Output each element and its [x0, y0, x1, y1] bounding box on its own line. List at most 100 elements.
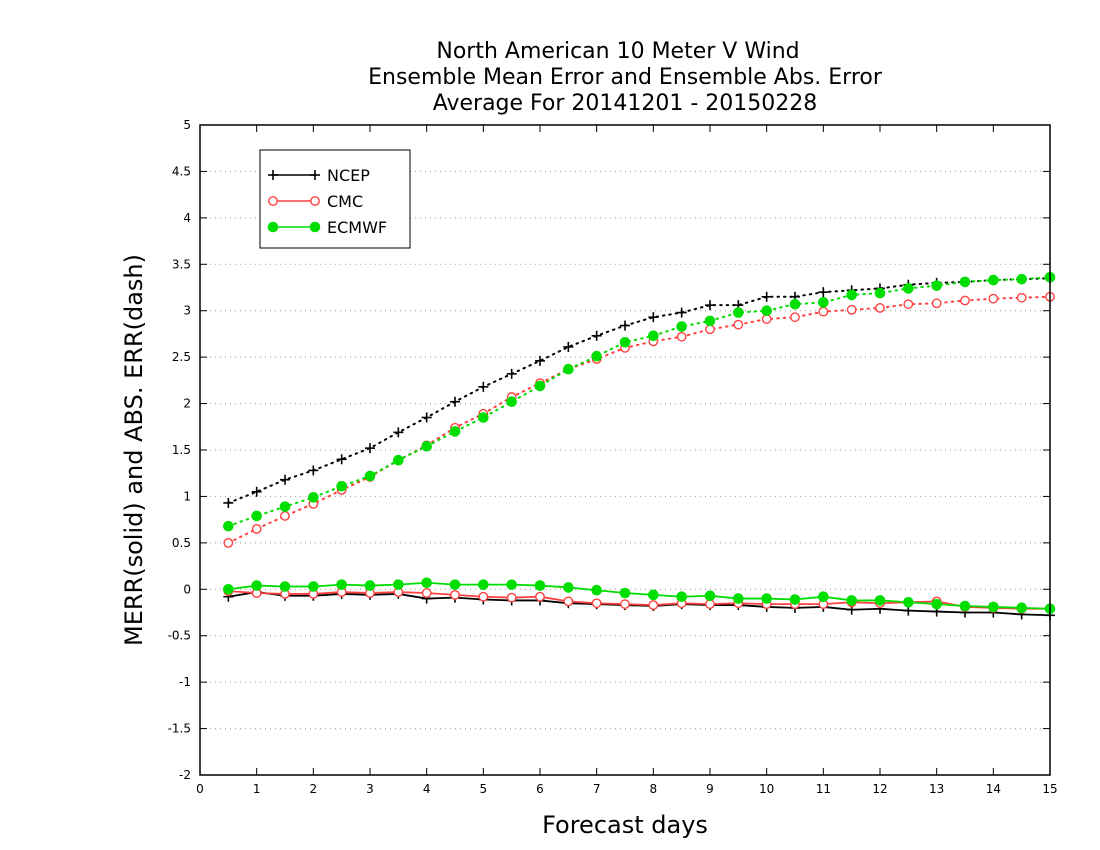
series-cmc-merr-point	[450, 589, 460, 600]
series-ecmwf-abs-err-point	[903, 283, 914, 294]
series-ecmwf-merr-point	[761, 593, 772, 604]
y-tick-label: -0.5	[168, 629, 191, 643]
series-ncep-abs-err-point	[648, 312, 659, 323]
series-ncep-abs-err-point	[478, 381, 489, 392]
series-cmc-abs-err-point	[875, 303, 885, 313]
series-ncep-abs-err-point	[563, 341, 574, 352]
series-cmc-merr-point	[648, 600, 659, 610]
series-ecmwf-abs-err-point	[1016, 273, 1027, 285]
series-cmc-merr-point	[506, 592, 517, 603]
legend-marker-ncep	[268, 170, 278, 180]
x-tick-label: 15	[1042, 782, 1057, 796]
series-ncep-abs-err-point	[280, 474, 290, 485]
series-ecmwf-abs-err-line	[227, 276, 1051, 528]
series-ecmwf-abs-err-point	[279, 501, 291, 512]
series-cmc-abs-err-point	[761, 314, 772, 324]
chart-title-line-1: North American 10 Meter V Wind	[436, 39, 799, 64]
series-ecmwf-abs-err-point	[704, 315, 716, 327]
y-tick-label: 0.5	[172, 536, 191, 550]
series-cmc-merr-point	[478, 591, 489, 602]
x-tick-label: 2	[310, 782, 318, 796]
series-cmc-merr-point	[705, 599, 715, 610]
legend-marker-ncep	[310, 170, 320, 180]
series-ecmwf-merr-point	[903, 596, 914, 608]
series-ncep-abs-err-point	[223, 497, 234, 508]
series-layer	[223, 271, 1056, 621]
series-ncep-abs-err-point	[535, 355, 545, 366]
series-ncep-abs-err-line	[227, 277, 1051, 504]
series-ecmwf-merr-point	[818, 591, 829, 603]
series-cmc-abs-err-point	[818, 306, 829, 317]
series-ecmwf-merr-point	[704, 590, 716, 602]
series-ecmwf-merr-point	[789, 594, 801, 605]
series-ecmwf-merr-point	[421, 577, 432, 589]
x-tick-label: 8	[650, 782, 658, 796]
series-ecmwf-abs-err-point	[846, 289, 857, 301]
x-tick-label: 14	[986, 782, 1001, 796]
series-ecmwf-abs-err-point	[761, 305, 772, 317]
series-cmc-abs-err-point	[676, 331, 687, 342]
series-ncep-abs-err-point	[761, 291, 772, 302]
series-ecmwf-merr-point	[279, 581, 291, 592]
series-cmc-abs-err-point	[223, 537, 234, 548]
series-ecmwf-merr-point	[733, 593, 744, 604]
series-ecmwf-abs-err-point	[478, 412, 489, 423]
y-tick-label: 2	[183, 397, 191, 411]
series-ecmwf-abs-err-point	[421, 440, 432, 452]
x-tick-label: 3	[366, 782, 374, 796]
series-ecmwf-merr-point	[393, 579, 404, 590]
x-tick-label: 11	[816, 782, 831, 796]
series-ecmwf-merr-point	[251, 580, 262, 591]
series-ecmwf-merr-point	[931, 598, 942, 610]
series-cmc-merr-point	[535, 591, 545, 602]
series-ncep	[223, 273, 1055, 621]
series-ncep-abs-err-point	[676, 307, 687, 318]
series-ecmwf-merr-point	[563, 582, 574, 593]
series-ncep-abs-err-point	[393, 427, 404, 438]
series-ncep-abs-err-point	[591, 330, 602, 341]
series-cmc-abs-err-point	[705, 324, 715, 335]
series-ecmwf-abs-err-point	[591, 350, 602, 362]
y-tick-label: 4	[183, 211, 191, 225]
series-ncep-abs-err-point	[450, 396, 460, 407]
series-ecmwf-merr-point	[1016, 602, 1027, 614]
legend-label-cmc: CMC	[327, 192, 363, 211]
series-ncep-abs-err-point	[705, 300, 715, 311]
series-ncep-abs-err-point	[336, 454, 347, 465]
series-ecmwf-merr-point	[874, 595, 886, 606]
y-tick-label: -1	[179, 675, 191, 689]
legend-entry-ecmwf: ECMWF	[267, 218, 387, 237]
x-tick-label: 0	[196, 782, 204, 796]
series-ecmwf-abs-err-point	[818, 297, 829, 308]
chart-title: North American 10 Meter V Wind Ensemble …	[368, 39, 883, 116]
x-tick-label: 12	[872, 782, 887, 796]
series-ecmwf-abs-err-point	[449, 426, 461, 437]
series-ncep-abs-err-point	[308, 465, 319, 476]
series-ncep-abs-err-point	[818, 287, 829, 298]
x-tick-label: 13	[929, 782, 944, 796]
series-ecmwf-abs-err-point	[563, 363, 574, 375]
series-ecmwf-merr-point	[988, 601, 999, 613]
series-ecmwf-abs-err-point	[308, 492, 319, 503]
series-ecmwf-merr-point	[506, 579, 517, 590]
y-tick-label: -1.5	[168, 722, 191, 736]
y-tick-label: 3.5	[172, 257, 191, 271]
series-ecmwf-abs-err-point	[364, 470, 376, 482]
x-tick-label: 5	[480, 782, 488, 796]
series-ncep-abs-err-point	[620, 320, 630, 331]
y-tick-label: 5	[183, 118, 191, 132]
series-cmc-abs-err-point	[251, 524, 262, 534]
series-ecmwf-abs-err-point	[988, 274, 999, 286]
legend: NCEP CMC ECMWF	[259, 149, 411, 249]
series-ecmwf-abs-err-point	[534, 380, 546, 392]
series-ecmwf-abs-err-point	[251, 510, 262, 522]
legend-entry-cmc: CMC	[268, 192, 363, 211]
series-cmc-merr-point	[591, 598, 602, 609]
series-ecmwf-merr-point	[619, 587, 631, 599]
series-ecmwf-merr-point	[591, 584, 602, 596]
series-cmc-abs-err-line	[227, 295, 1051, 544]
series-ecmwf-abs-err-point	[676, 321, 687, 332]
series-ecmwf-merr-point	[959, 600, 971, 612]
series-cmc-abs-err-point	[903, 299, 914, 310]
